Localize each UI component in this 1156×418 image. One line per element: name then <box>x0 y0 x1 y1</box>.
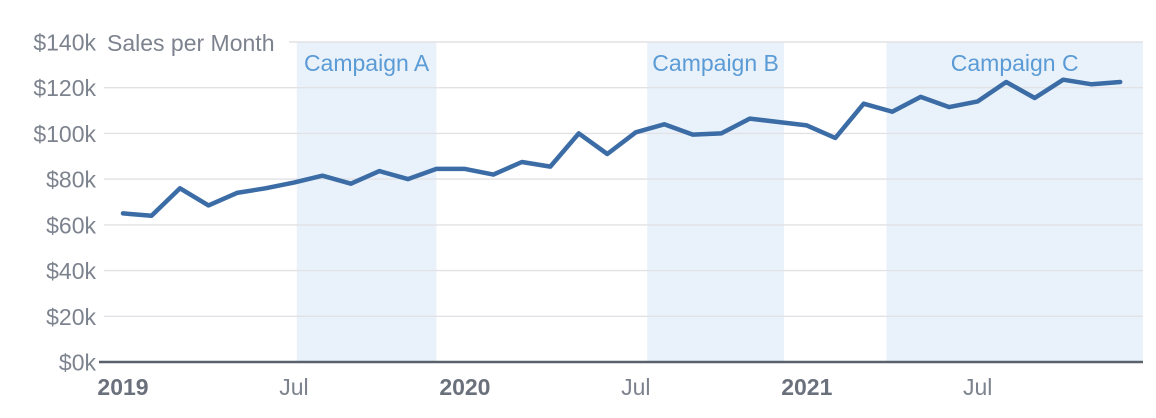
sales-line <box>120 77 1123 218</box>
x-axis-tick-label: 2021 <box>781 374 832 400</box>
campaign-band-a <box>296 42 437 362</box>
y-axis-tick-label: $100k <box>33 121 96 147</box>
campaign-band-c <box>886 42 1143 362</box>
chart-title: Sales per Month <box>107 30 274 56</box>
y-axis-tick-label: $60k <box>46 212 96 238</box>
campaign-label: Campaign B <box>652 50 779 76</box>
x-axis-tick-label: 2019 <box>97 374 148 400</box>
y-axis-tick-label: $40k <box>46 258 96 284</box>
y-axis-tick-label: $0k <box>59 350 97 376</box>
x-axis-tick-label: Jul <box>963 374 992 400</box>
y-axis-tick-label: $20k <box>46 304 96 330</box>
x-axis-tick-label: 2020 <box>439 374 490 400</box>
y-axis-tick-label: $120k <box>33 75 96 101</box>
y-axis-tick-label: $140k <box>33 30 96 56</box>
x-axis-tick-label: Jul <box>279 374 308 400</box>
x-axis-tick-label: Jul <box>621 374 650 400</box>
campaign-label: Campaign C <box>951 50 1079 76</box>
campaign-band-b <box>647 42 784 362</box>
y-axis-tick-label: $80k <box>46 167 96 193</box>
campaign-label: Campaign A <box>304 50 430 76</box>
